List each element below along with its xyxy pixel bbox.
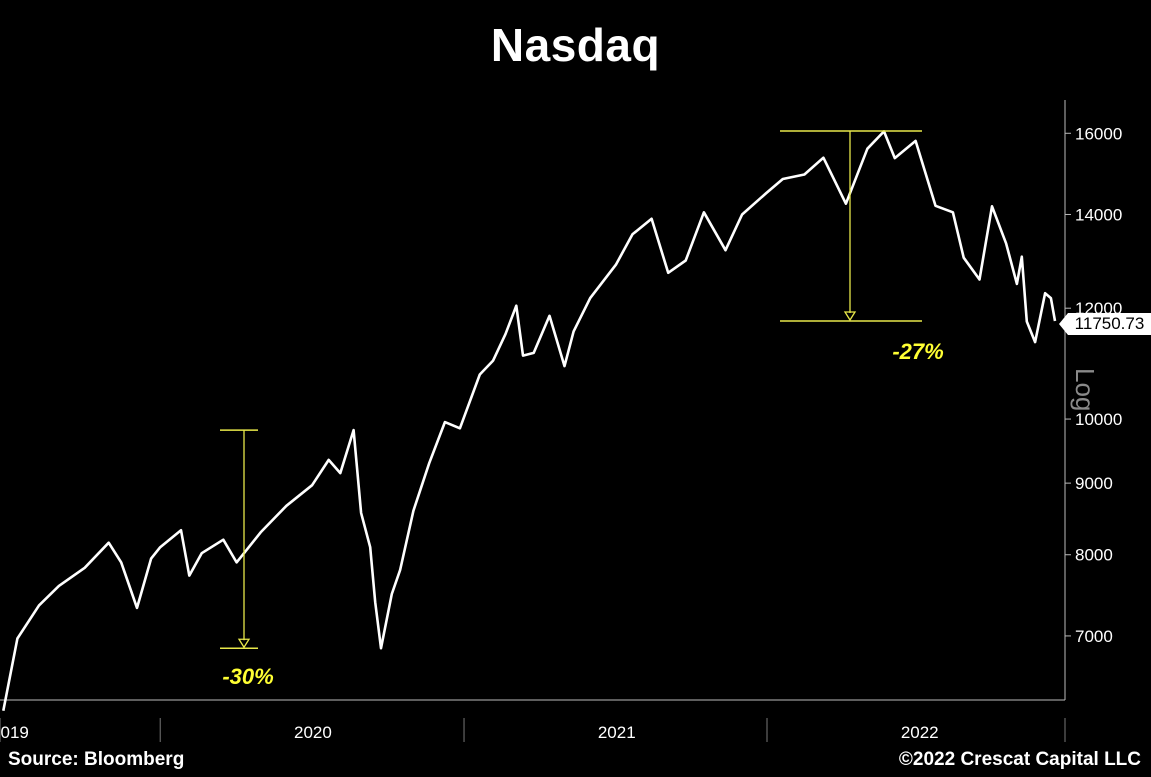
drawdown-arrow-head [843, 311, 857, 322]
y-tick-label: 16000 [1075, 124, 1122, 143]
last-value-tag: 11750.73 [1059, 313, 1151, 335]
x-tick-label: 2020 [294, 723, 332, 742]
drawdown-label: -30% [222, 664, 273, 689]
x-tick-label: 2019 [0, 723, 29, 742]
y-tick-label: 7000 [1075, 627, 1113, 646]
copyright-note: ©2022 Crescat Capital LLC [898, 749, 1141, 770]
x-tick-label: 2022 [901, 723, 939, 742]
x-tick-label: 2021 [598, 723, 636, 742]
y-tick-label: 9000 [1075, 474, 1113, 493]
source-note: Source: Bloomberg [8, 749, 185, 770]
chart-title: Nasdaq [490, 19, 661, 71]
log-scale-label: Log [1070, 368, 1100, 412]
nasdaq-line [2, 130, 1057, 711]
y-tick-label: 10000 [1075, 410, 1122, 429]
drawdown-label: -27% [892, 339, 943, 364]
y-tick-label: 14000 [1075, 205, 1122, 224]
y-tick-label: 8000 [1075, 546, 1113, 565]
drawdown-arrow-head [237, 638, 251, 649]
